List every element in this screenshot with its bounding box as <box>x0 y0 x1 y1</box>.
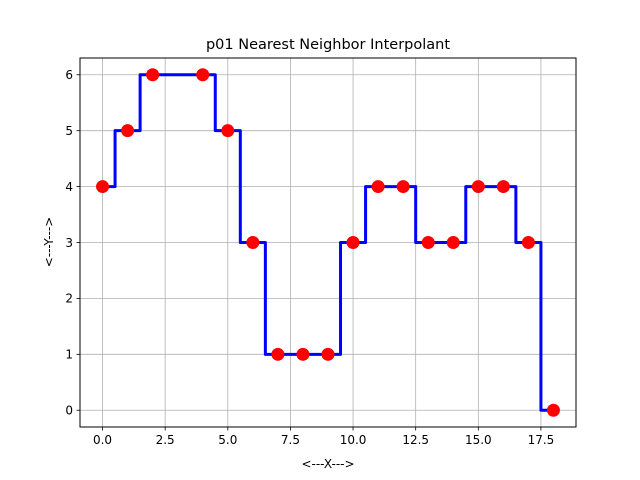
y-tick-label: 6 <box>65 68 73 82</box>
x-axis-label: <---X---> <box>301 457 354 471</box>
data-point <box>446 236 460 249</box>
data-point <box>321 347 335 361</box>
x-tick-label: 5.0 <box>218 433 237 447</box>
y-tick-label: 3 <box>65 236 73 250</box>
y-tick-label: 2 <box>65 292 73 306</box>
y-axis-label: <---Y---> <box>42 217 56 268</box>
y-tick-label: 4 <box>65 180 73 194</box>
data-point <box>521 236 535 249</box>
x-tick-label: 2.5 <box>156 433 175 447</box>
interpolant-line-layer <box>102 73 554 412</box>
data-point <box>196 68 210 82</box>
x-tick-label: 7.5 <box>281 433 300 447</box>
x-tick-label: 0.0 <box>93 433 112 447</box>
data-point <box>246 236 260 249</box>
x-tick-label: 12.5 <box>402 433 429 447</box>
data-point <box>146 68 160 82</box>
y-tick-label: 0 <box>65 404 73 418</box>
x-tick-label: 17.5 <box>528 433 555 447</box>
data-point <box>346 236 360 249</box>
data-point <box>471 180 485 194</box>
y-tick-label: 5 <box>65 124 73 138</box>
y-tick-label: 1 <box>65 348 73 362</box>
chart-title: p01 Nearest Neighbor Interpolant <box>206 37 450 53</box>
data-point <box>121 124 135 138</box>
data-point <box>496 180 510 194</box>
data-point <box>296 347 310 361</box>
data-point <box>96 180 110 194</box>
x-tick-label: 10.0 <box>340 433 367 447</box>
x-axis-ticks: 0.0 2.5 5.0 7.5 10.0 12.5 15.0 17.5 <box>93 427 554 447</box>
data-point <box>546 403 560 417</box>
data-point <box>396 180 410 194</box>
data-points-layer <box>96 68 560 417</box>
data-point <box>371 180 385 194</box>
data-point <box>421 236 435 249</box>
y-axis-ticks: 0 1 2 3 4 5 6 <box>65 68 80 418</box>
interpolant-line <box>102 73 554 412</box>
data-point <box>271 347 285 361</box>
x-tick-label: 15.0 <box>465 433 492 447</box>
data-point <box>221 124 235 138</box>
